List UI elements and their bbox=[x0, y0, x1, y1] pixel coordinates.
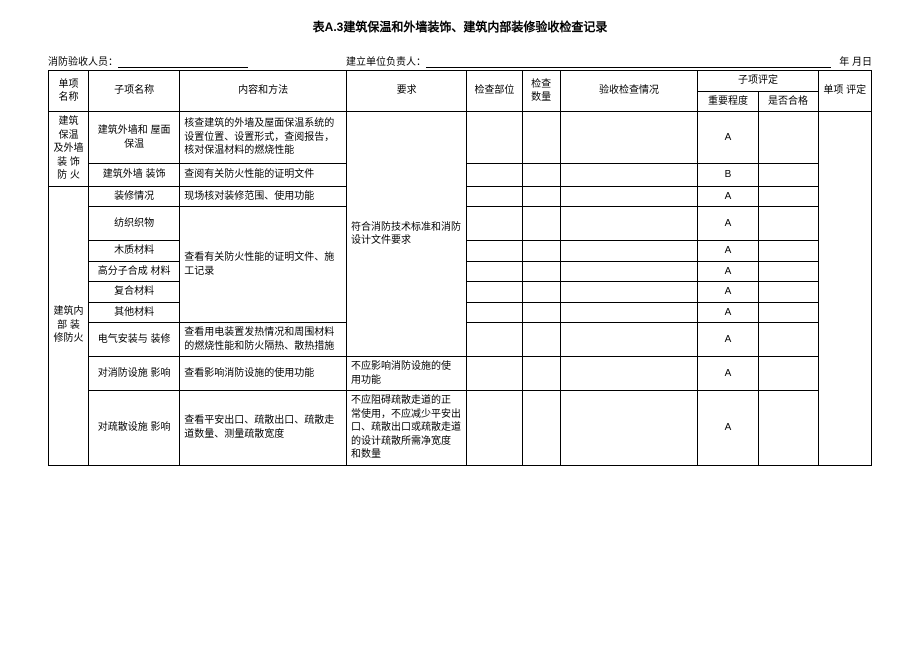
cell-imp: A bbox=[698, 186, 758, 207]
cell-part bbox=[467, 112, 523, 164]
col-content: 内容和方法 bbox=[180, 71, 347, 112]
col-result: 验收检查情况 bbox=[560, 71, 698, 112]
cell-qty bbox=[522, 112, 560, 164]
cell-content: 核查建筑的外墙及屋面保温系统的 设置位置、设置形式，查阅报告，核对保温材料的燃烧… bbox=[180, 112, 347, 164]
blank-line-2 bbox=[426, 56, 831, 68]
cell-sub: 建筑外墙 装饰 bbox=[89, 164, 180, 186]
cell-imp: A bbox=[698, 323, 758, 357]
cell-sub: 建筑外墙和 屋面保温 bbox=[89, 112, 180, 164]
cell-req-main: 符合消防技术标准和消防设计文件要求 bbox=[347, 112, 467, 357]
col-item-name: 单项 名称 bbox=[49, 71, 89, 112]
cell-imp: A bbox=[698, 357, 758, 391]
inspection-table: 单项 名称 子项名称 内容和方法 要求 检查部位 检查 数量 验收检查情况 子项… bbox=[48, 70, 872, 466]
table-row: 建筑 保温 及外墙装 饰防 火 建筑外墙和 屋面保温 核查建筑的外墙及屋面保温系… bbox=[49, 112, 872, 164]
cell-imp: A bbox=[698, 302, 758, 323]
col-part: 检查部位 bbox=[467, 71, 523, 112]
table-row: 对疏散设施 影响 查看平安出口、疏散出口、疏散走 道数量、测量疏散宽度 不应阻碍… bbox=[49, 391, 872, 466]
cell-result bbox=[560, 112, 698, 164]
label-inspector: 消防验收人员： bbox=[48, 53, 118, 68]
cell-content-shared: 查看有关防火性能的证明文件、施 工记录 bbox=[180, 207, 347, 323]
cell-sub: 木质材料 bbox=[89, 241, 180, 262]
page-title: 表A.3建筑保温和外墙装饰、建筑内部装修验收检查记录 bbox=[48, 18, 872, 35]
cell-pass bbox=[758, 112, 818, 164]
cell-req: 不应阻碍疏散走道的正 常使用，不应减少平安出口、疏散出口或疏散走道的设计疏散所需… bbox=[347, 391, 467, 466]
cell-imp: A bbox=[698, 261, 758, 282]
label-date: 年 月日 bbox=[839, 53, 872, 68]
cell-req: 不应影响消防设施的使 用功能 bbox=[347, 357, 467, 391]
group2-name: 建筑内部 装修防火 bbox=[49, 186, 89, 465]
label-owner: 建立单位负责人： bbox=[346, 53, 426, 68]
cell-sub: 复合材料 bbox=[89, 282, 180, 303]
cell-imp: A bbox=[698, 207, 758, 241]
blank-line-1 bbox=[118, 56, 248, 68]
cell-imp: A bbox=[698, 391, 758, 466]
col-importance: 重要程度 bbox=[698, 91, 758, 112]
cell-sub: 其他材料 bbox=[89, 302, 180, 323]
col-sub-name: 子项名称 bbox=[89, 71, 180, 112]
cell-content: 现场核对装修范围、使用功能 bbox=[180, 186, 347, 207]
cell-imp: A bbox=[698, 282, 758, 303]
cell-item-eval bbox=[818, 112, 871, 466]
col-sub-eval: 子项评定 bbox=[698, 71, 818, 92]
cell-sub: 对疏散设施 影响 bbox=[89, 391, 180, 466]
cell-imp: B bbox=[698, 164, 758, 186]
cell-sub: 高分子合成 材料 bbox=[89, 261, 180, 282]
cell-imp: A bbox=[698, 112, 758, 164]
header-line: 消防验收人员： 建立单位负责人： 年 月日 bbox=[48, 53, 872, 68]
table-row: 对消防设施 影响 查看影响消防设施的使用功能 不应影响消防设施的使 用功能 A bbox=[49, 357, 872, 391]
cell-content: 查阅有关防火性能的证明文件 bbox=[180, 164, 347, 186]
cell-sub: 对消防设施 影响 bbox=[89, 357, 180, 391]
cell-sub: 纺织织物 bbox=[89, 207, 180, 241]
header-row-1: 单项 名称 子项名称 内容和方法 要求 检查部位 检查 数量 验收检查情况 子项… bbox=[49, 71, 872, 92]
cell-sub: 装修情况 bbox=[89, 186, 180, 207]
group1-name: 建筑 保温 及外墙装 饰防 火 bbox=[49, 112, 89, 187]
cell-content: 查看用电装置发热情况和周围材料 的燃烧性能和防火隔热、散热措施 bbox=[180, 323, 347, 357]
col-req: 要求 bbox=[347, 71, 467, 112]
cell-imp: A bbox=[698, 241, 758, 262]
cell-content: 查看影响消防设施的使用功能 bbox=[180, 357, 347, 391]
col-qty: 检查 数量 bbox=[522, 71, 560, 112]
cell-content: 查看平安出口、疏散出口、疏散走 道数量、测量疏散宽度 bbox=[180, 391, 347, 466]
cell-sub: 电气安装与 装修 bbox=[89, 323, 180, 357]
col-item-eval: 单项 评定 bbox=[818, 71, 871, 112]
col-pass: 是否合格 bbox=[758, 91, 818, 112]
